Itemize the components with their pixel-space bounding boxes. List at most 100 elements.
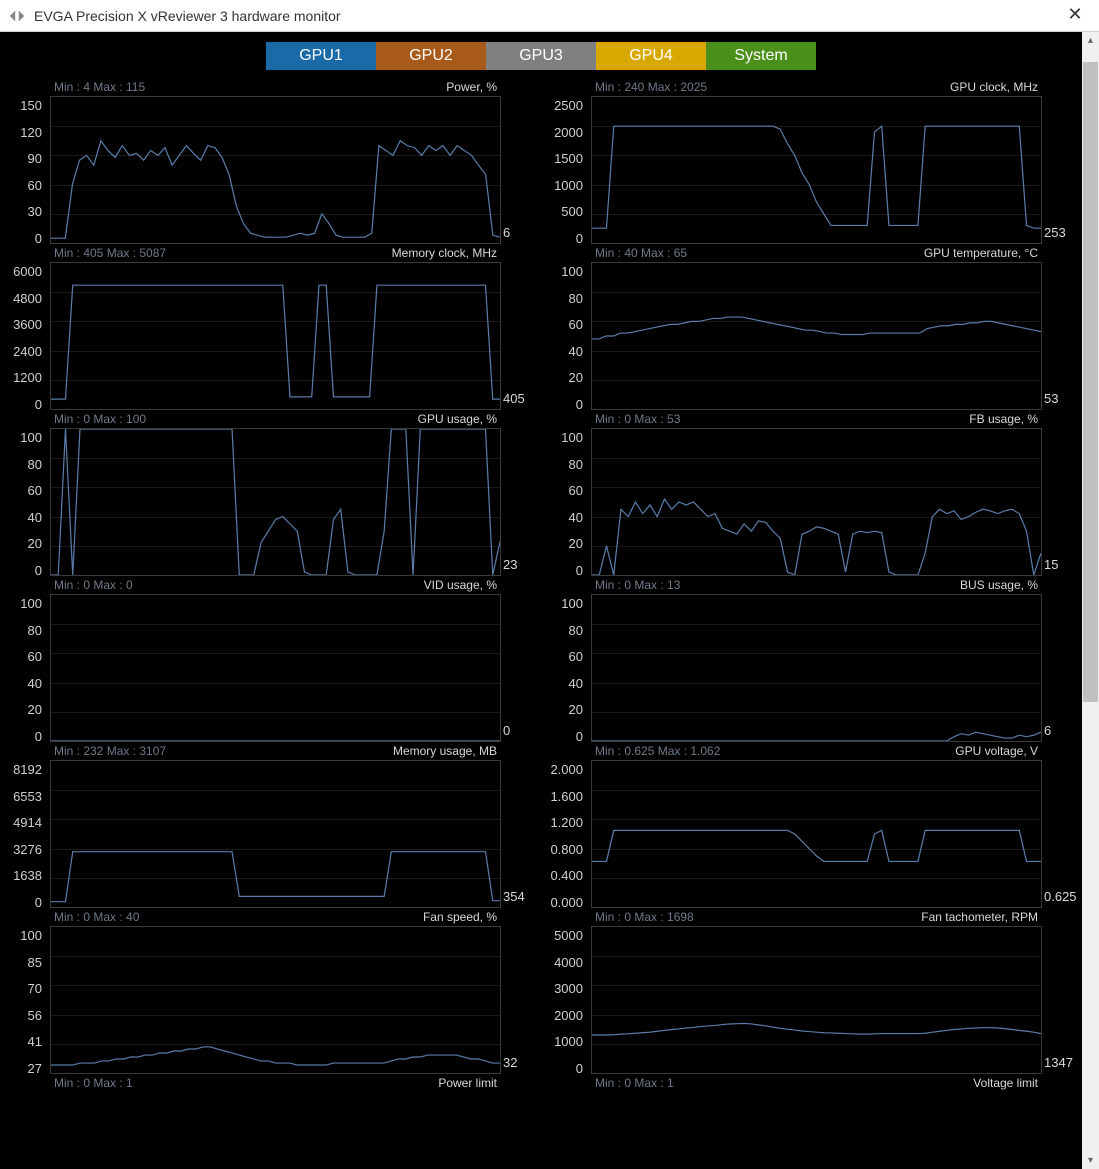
plot-svg xyxy=(592,927,1041,1073)
chart-plot-area xyxy=(50,926,501,1074)
y-axis: 100806040200 xyxy=(0,596,46,744)
body-area: GPU1GPU2GPU3GPU4System Min : 4 Max : 115… xyxy=(0,32,1099,1169)
chart-header: Min : 405 Max : 5087Memory clock, MHz xyxy=(50,244,501,262)
series-line xyxy=(51,285,500,399)
chart-plot-area xyxy=(50,594,501,742)
scroll-down-icon[interactable]: ▾ xyxy=(1082,1152,1099,1169)
y-tick: 80 xyxy=(541,457,583,472)
plot-svg xyxy=(51,429,500,575)
chart-plot-area xyxy=(591,96,1042,244)
series-line xyxy=(592,126,1041,228)
y-tick: 40 xyxy=(541,510,583,525)
chart-plot-area xyxy=(591,760,1042,908)
chart-gpu-clock: Min : 240 Max : 2025GPU clock, MHz250020… xyxy=(541,78,1082,244)
y-tick: 60 xyxy=(541,317,583,332)
y-axis: 100806040200 xyxy=(541,264,587,412)
y-tick: 0.400 xyxy=(541,868,583,883)
y-axis: 500040003000200010000 xyxy=(541,928,587,1076)
scroll-up-icon[interactable]: ▴ xyxy=(1082,32,1099,49)
scrollbar[interactable]: ▴ ▾ xyxy=(1082,32,1099,1169)
minmax-label: Min : 0 Max : 1 xyxy=(595,1076,674,1090)
chart-fan-tach: Min : 0 Max : 1698Fan tachometer, RPM500… xyxy=(541,908,1082,1074)
chart-plot-area xyxy=(591,926,1042,1074)
chart-title: GPU voltage, V xyxy=(955,744,1038,758)
current-value: 23 xyxy=(503,557,539,572)
series-line xyxy=(51,1047,500,1065)
tab-gpu4[interactable]: GPU4 xyxy=(596,42,706,70)
y-tick: 2400 xyxy=(0,344,42,359)
y-tick: 150 xyxy=(0,98,42,113)
plot-svg xyxy=(592,761,1041,907)
plot-svg xyxy=(51,927,500,1073)
y-tick: 1200 xyxy=(0,370,42,385)
y-tick: 20 xyxy=(541,536,583,551)
y-tick: 80 xyxy=(541,291,583,306)
current-value: 6 xyxy=(1044,723,1080,738)
current-value: 354 xyxy=(503,889,539,904)
minmax-label: Min : 232 Max : 3107 xyxy=(54,744,166,758)
app-icon xyxy=(8,7,26,25)
y-tick: 100 xyxy=(0,430,42,445)
titlebar[interactable]: EVGA Precision X vReviewer 3 hardware mo… xyxy=(0,0,1099,32)
chart-bus-usage: Min : 0 Max : 13BUS usage, %100806040200… xyxy=(541,576,1082,742)
y-tick: 70 xyxy=(0,981,42,996)
minmax-label: Min : 405 Max : 5087 xyxy=(54,246,166,260)
y-tick: 120 xyxy=(0,125,42,140)
minmax-label: Min : 0 Max : 0 xyxy=(54,578,133,592)
tab-system[interactable]: System xyxy=(706,42,816,70)
y-tick: 40 xyxy=(541,344,583,359)
y-tick: 8192 xyxy=(0,762,42,777)
y-tick: 500 xyxy=(541,204,583,219)
chart-title: Voltage limit xyxy=(973,1076,1038,1090)
chart-title: GPU clock, MHz xyxy=(950,80,1038,94)
chart-mem-usage: Min : 232 Max : 3107Memory usage, MB8192… xyxy=(0,742,541,908)
y-tick: 20 xyxy=(541,702,583,717)
chart-header: Min : 0 Max : 13BUS usage, % xyxy=(591,576,1042,594)
y-tick: 3000 xyxy=(541,981,583,996)
series-line xyxy=(51,852,500,902)
y-tick: 2.000 xyxy=(541,762,583,777)
tab-gpu2[interactable]: GPU2 xyxy=(376,42,486,70)
y-axis: 2.0001.6001.2000.8000.4000.000 xyxy=(541,762,587,910)
y-tick: 0.800 xyxy=(541,842,583,857)
y-tick: 20 xyxy=(541,370,583,385)
close-icon[interactable]: ✕ xyxy=(1063,4,1087,28)
tab-gpu3[interactable]: GPU3 xyxy=(486,42,596,70)
series-line xyxy=(51,141,500,238)
y-tick: 1000 xyxy=(541,178,583,193)
current-value: 32 xyxy=(503,1055,539,1070)
chart-fan-speed: Min : 0 Max : 40Fan speed, %100857056412… xyxy=(0,908,541,1074)
y-tick: 90 xyxy=(0,151,42,166)
y-tick: 80 xyxy=(0,623,42,638)
minmax-label: Min : 0.625 Max : 1.062 xyxy=(595,744,720,758)
chart-power-limit: Min : 0 Max : 1Power limit xyxy=(0,1074,541,1092)
minmax-label: Min : 40 Max : 65 xyxy=(595,246,687,260)
chart-header: Min : 0 Max : 53FB usage, % xyxy=(591,410,1042,428)
y-tick: 60 xyxy=(0,178,42,193)
y-tick: 80 xyxy=(541,623,583,638)
plot-svg xyxy=(51,761,500,907)
y-tick: 100 xyxy=(0,928,42,943)
scroll-thumb[interactable] xyxy=(1083,62,1098,702)
minmax-label: Min : 0 Max : 100 xyxy=(54,412,146,426)
chart-header: Min : 0 Max : 40Fan speed, % xyxy=(50,908,501,926)
minmax-label: Min : 240 Max : 2025 xyxy=(595,80,707,94)
y-tick: 20 xyxy=(0,536,42,551)
plot-svg xyxy=(592,429,1041,575)
chart-plot-area xyxy=(591,262,1042,410)
y-tick: 3276 xyxy=(0,842,42,857)
y-tick: 100 xyxy=(0,596,42,611)
window: EVGA Precision X vReviewer 3 hardware mo… xyxy=(0,0,1099,1169)
tab-gpu1[interactable]: GPU1 xyxy=(266,42,376,70)
y-tick: 100 xyxy=(541,430,583,445)
series-line xyxy=(51,429,500,575)
y-axis: 25002000150010005000 xyxy=(541,98,587,246)
chart-gpu-usage: Min : 0 Max : 100GPU usage, %10080604020… xyxy=(0,410,541,576)
chart-title: BUS usage, % xyxy=(960,578,1038,592)
series-line xyxy=(592,499,1041,575)
y-tick: 20 xyxy=(0,702,42,717)
y-axis: 1501209060300 xyxy=(0,98,46,246)
minmax-label: Min : 0 Max : 1698 xyxy=(595,910,694,924)
chart-header: Min : 0 Max : 1 Voltage limit xyxy=(591,1074,1042,1092)
chart-title: Power, % xyxy=(446,80,497,94)
